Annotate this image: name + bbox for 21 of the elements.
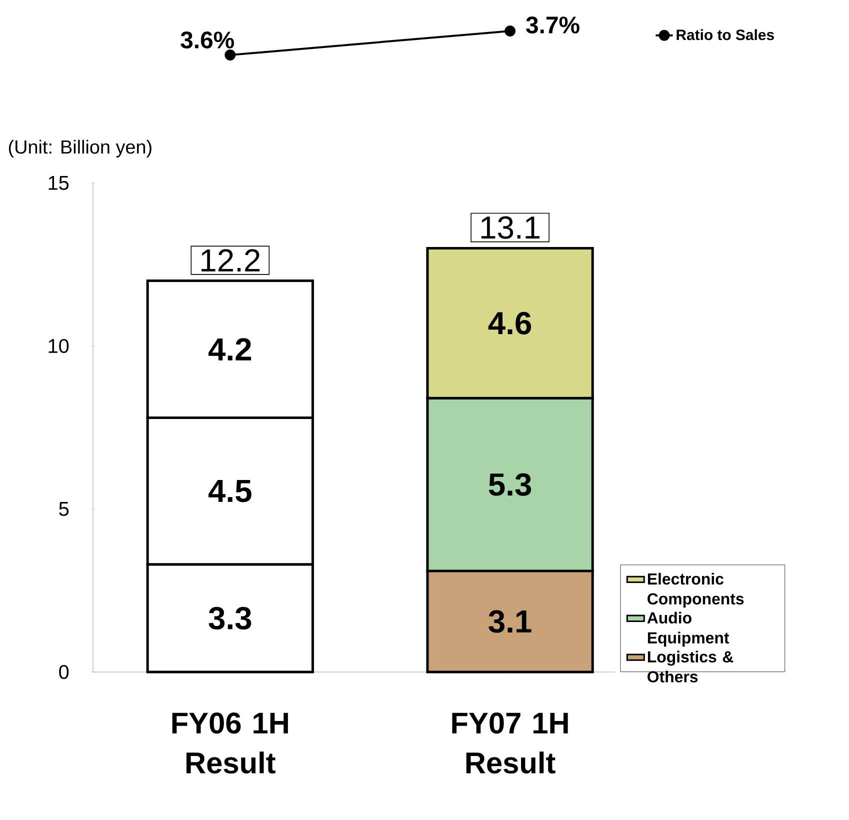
legend-label: Audio Equipment: [647, 612, 730, 647]
data-label: 3.3: [208, 606, 252, 630]
x-tick-label: FY06 1H Result: [172, 712, 288, 774]
data-label: 4.2: [208, 338, 252, 360]
data-label: 3.6%: [180, 32, 234, 48]
total-label: 12.2: [202, 249, 260, 272]
y-tick-label: 5: [59, 502, 69, 516]
total-label: 13.1: [481, 216, 540, 239]
y-tick-label: 10: [48, 338, 69, 354]
y-tick-label: 0: [59, 664, 69, 680]
data-label: 4.6: [488, 312, 532, 334]
data-label: 4.5: [208, 480, 252, 502]
y-axis-title: (Unit: Billion yen): [8, 140, 152, 158]
data-label: 3.7%: [526, 16, 580, 34]
y-tick-label: 15: [48, 176, 69, 190]
legend-label: Ratio to Sales: [676, 29, 774, 40]
legend-label: Electronic Components: [648, 572, 744, 608]
legend-label: Logistics & Others: [648, 650, 734, 682]
x-tick-label: FY07 1H Result: [452, 712, 568, 774]
data-label: 3.1: [488, 610, 532, 633]
data-label: 5.3: [488, 473, 532, 496]
